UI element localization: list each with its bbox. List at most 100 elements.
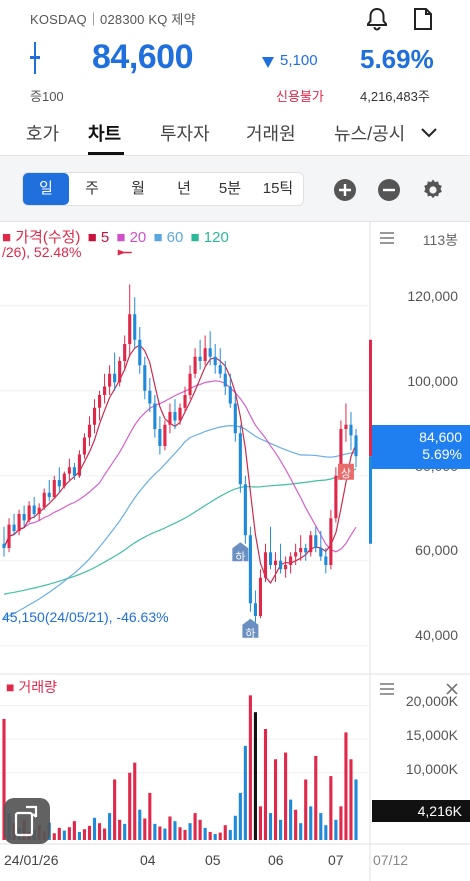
rotate-screen-button[interactable] [4,798,50,844]
volume-bar [183,829,187,840]
candle-body [273,560,278,565]
ma5-line [3,344,357,584]
candle-body [22,514,26,521]
period-month[interactable]: 월 [131,180,145,197]
period-15tick[interactable]: 15틱 [262,180,294,197]
candle-body [42,492,46,508]
price-tag-value: 84,600 [419,429,462,445]
zoom-out-icon[interactable] [377,178,401,202]
trade-volume: 4,216,483주 [360,89,430,104]
candle-body [268,552,273,565]
candle-body [309,535,313,553]
lower-limit-marker-2-text: 하 [245,626,255,640]
upper-limit-badge [337,463,354,480]
volume-bar [324,825,328,840]
current-volume-tag: 4,216K [372,800,470,822]
vol-tick-10000k: 10,000K [405,761,458,777]
document-icon[interactable] [410,6,436,32]
legend-ma5: ■ 5 [87,229,110,246]
bell-icon[interactable] [364,6,390,32]
chart-canvas[interactable]: 상하하 [0,222,470,881]
x-tick-04: 04 [140,852,156,868]
candle-body [354,435,358,457]
volume-bar [334,819,338,840]
candle-body [223,373,227,387]
volume-bar [294,809,298,840]
volume-bar [208,831,212,840]
volume-bar [87,825,92,840]
candle-body [198,356,202,361]
candle-body [158,429,162,446]
candle-body [248,535,252,604]
candle-body [339,429,343,476]
candle-body [148,390,152,404]
candle-body [188,373,192,395]
candle-body [284,565,288,570]
candle-body [324,556,328,565]
lower-limit-marker-1-badge [232,542,249,562]
period-selector: 일 주 월 년 5분 15틱 [22,172,304,206]
volume-bar [77,831,81,840]
volume-bar [92,817,97,840]
period-year[interactable]: 년 [177,180,191,197]
period-5min[interactable]: 5분 [218,180,242,197]
volume-bar [289,799,293,840]
price-change: 5,100 [280,52,318,69]
candle-body [133,314,137,340]
legend-ma120: ■ 120 [190,229,229,246]
candle-body [168,412,172,425]
period-day[interactable]: 일 [23,173,69,205]
volume-bar [268,813,273,840]
chart-toolbar: 일 주 월 년 5분 15틱 [0,156,470,222]
price-tag-rate: 5.69% [422,446,462,462]
volume-bar [304,779,308,840]
tab-chart[interactable]: 차트 [88,124,122,144]
candle-body [92,407,97,425]
volume-bar [344,732,348,840]
lower-limit-marker-1-text: 하 [235,549,245,563]
gear-icon[interactable] [421,178,445,202]
tab-hoga[interactable]: 호가 [26,124,60,144]
legend-ma60: ■ 60 [153,229,184,246]
candle-body [304,548,308,553]
candle-body [57,480,61,487]
candle-body [153,403,157,429]
candle-body [32,505,36,514]
market-code: KOSDAQ｜028300 KQ 제약 [30,12,196,27]
ma60-line [3,424,357,619]
candle-body [279,560,283,570]
candle-body [138,339,142,366]
candle-body [17,514,21,531]
current-price-tag: 84,600 5.69% [372,425,470,469]
candle-body [2,543,6,548]
candle-body [208,348,212,357]
candle-body [178,407,182,421]
chart-legend: ■ 가격(수정) ■ 5 ■ 20 ■ 60 ■ 120 [2,226,232,247]
volume-bar [213,833,217,840]
volume-menu-icon[interactable] [380,682,394,700]
candle-body [72,467,76,476]
zoom-in-icon[interactable] [333,178,357,202]
volume-bar [279,819,283,840]
candle-body [289,556,293,565]
chevron-down-icon[interactable] [420,126,438,145]
candle-body [213,356,217,366]
candle-body [27,505,31,521]
menu-icon[interactable] [380,231,394,249]
x-tick-06: 06 [268,852,284,868]
candle-body [344,424,348,429]
candle-body [314,535,318,548]
tab-investor[interactable]: 투자자 [160,124,210,144]
volume-bar [339,806,343,840]
mini-candle-icon [29,40,41,76]
y-tick-120000: 120,000 [407,288,458,304]
close-icon[interactable] [446,682,458,700]
tab-broker[interactable]: 거래원 [246,124,296,144]
period-week[interactable]: 주 [85,180,99,197]
candle-body [329,518,333,565]
candle-body [228,386,232,404]
candle-body [203,348,207,361]
volume-bar [198,819,202,840]
tab-news[interactable]: 뉴스/공시 [334,124,406,144]
